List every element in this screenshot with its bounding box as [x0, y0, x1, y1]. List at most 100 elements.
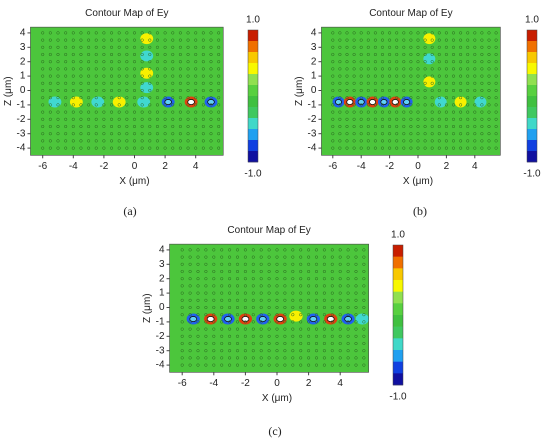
lattice-hole — [283, 320, 287, 324]
lattice-hole — [437, 74, 441, 78]
lattice-hole — [346, 334, 350, 338]
lattice-hole — [275, 313, 279, 317]
lattice-hole — [196, 313, 200, 317]
lattice-hole — [480, 117, 484, 121]
lattice-hole — [217, 45, 221, 49]
lattice-hole — [209, 117, 213, 121]
lattice-hole — [212, 349, 216, 353]
lattice-hole — [314, 363, 319, 367]
lattice-hole — [171, 31, 175, 35]
lattice-hole — [338, 81, 342, 85]
lattice-hole — [217, 60, 221, 64]
lattice-hole — [155, 38, 159, 42]
x-tick-label: -2 — [241, 378, 250, 389]
lattice-hole — [204, 298, 208, 302]
lattice-hole — [359, 45, 363, 49]
lattice-hole — [212, 284, 216, 288]
lattice-hole — [56, 52, 60, 57]
lattice-hole — [48, 139, 52, 143]
lattice-hole — [228, 284, 232, 288]
lattice-hole — [201, 45, 205, 49]
lattice-hole — [186, 124, 190, 129]
lattice-hole — [359, 124, 363, 129]
lattice-hole — [459, 81, 463, 85]
lattice-hole — [110, 60, 114, 64]
lattice-hole — [395, 45, 399, 49]
lattice-hole — [188, 313, 192, 317]
lattice-hole — [331, 132, 335, 136]
lattice-hole — [180, 298, 184, 302]
lattice-hole — [201, 139, 205, 143]
lattice-hole — [338, 248, 342, 252]
lattice-hole — [148, 38, 152, 42]
lattice-hole — [466, 45, 470, 49]
lattice-hole — [125, 139, 129, 143]
field-core — [241, 316, 250, 323]
lattice-hole — [388, 117, 392, 121]
lattice-hole — [259, 277, 263, 281]
lattice-hole — [314, 341, 319, 346]
lattice-hole — [188, 291, 192, 295]
colorbar-step — [527, 52, 537, 64]
x-tick-label: 0 — [274, 378, 280, 389]
lattice-hole — [345, 96, 349, 100]
lattice-hole — [102, 139, 106, 143]
lattice-hole — [102, 146, 106, 150]
lattice-hole — [163, 146, 167, 150]
lattice-hole — [402, 88, 406, 93]
lattice-hole — [359, 139, 363, 143]
lattice-hole — [402, 132, 406, 136]
lattice-hole — [423, 132, 427, 136]
lattice-hole — [243, 320, 247, 324]
lattice-hole — [359, 67, 363, 71]
lattice-hole — [212, 269, 216, 274]
lattice-hole — [102, 38, 106, 42]
lattice-hole — [275, 269, 279, 274]
lattice-hole — [56, 132, 60, 136]
lattice-hole — [322, 291, 326, 295]
lattice-hole — [171, 110, 175, 114]
lattice-hole — [275, 277, 279, 281]
lattice-hole — [494, 74, 498, 78]
field-core — [224, 316, 232, 323]
lattice-hole — [373, 67, 377, 71]
colorbar-step — [248, 41, 258, 53]
lattice-hole — [430, 139, 434, 143]
lattice-hole — [125, 117, 129, 121]
lattice-hole — [140, 60, 144, 64]
lattice-hole — [48, 31, 52, 35]
colorbar-step — [248, 74, 258, 86]
lattice-hole — [466, 96, 470, 100]
lattice-hole — [275, 341, 279, 346]
lattice-hole — [196, 334, 200, 338]
y-tick-label: 3 — [159, 259, 165, 270]
lattice-hole — [188, 269, 192, 274]
lattice-hole — [380, 132, 385, 136]
lattice-hole — [125, 88, 129, 93]
lattice-hole — [338, 45, 342, 49]
lattice-hole — [487, 110, 491, 114]
lattice-hole — [79, 139, 83, 143]
lattice-hole — [178, 117, 182, 121]
lattice-hole — [220, 284, 224, 288]
lattice-hole — [373, 146, 377, 150]
lattice-hole — [444, 132, 448, 136]
lattice-hole — [362, 363, 366, 367]
lattice-hole — [330, 269, 334, 274]
lattice-hole — [259, 313, 263, 317]
panel-label: (b) — [413, 204, 427, 218]
lattice-hole — [117, 74, 121, 78]
lattice-hole — [48, 132, 52, 136]
x-tick-label: 2 — [306, 378, 312, 389]
field-core — [189, 316, 198, 323]
lattice-hole — [148, 31, 152, 35]
lattice-hole — [299, 284, 303, 288]
lattice-hole — [494, 132, 498, 136]
lattice-hole — [209, 146, 213, 150]
lattice-hole — [171, 146, 175, 150]
lattice-hole — [314, 334, 319, 338]
lattice-hole — [354, 248, 358, 252]
lattice-hole — [178, 38, 182, 42]
lattice-hole — [352, 45, 356, 49]
lattice-hole — [487, 88, 491, 93]
